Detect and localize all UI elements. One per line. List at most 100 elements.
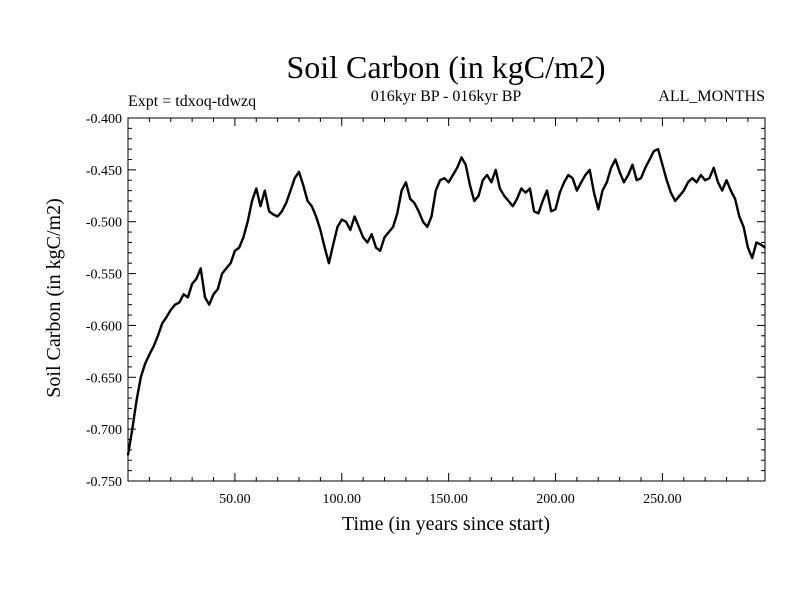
data-point <box>683 189 685 192</box>
data-point <box>362 236 364 239</box>
data-point <box>358 226 360 228</box>
data-point <box>640 177 642 179</box>
data-point <box>281 210 283 213</box>
data-point <box>708 177 711 179</box>
data-point <box>512 205 514 207</box>
data-point <box>567 174 570 176</box>
data-point <box>409 198 412 200</box>
data-point <box>648 158 651 161</box>
data-point <box>268 210 270 213</box>
data-point <box>700 174 702 176</box>
data-point <box>311 205 313 207</box>
data-point <box>285 202 288 204</box>
y-tick-label: -0.550 <box>86 268 122 283</box>
data-point <box>537 212 540 215</box>
data-point <box>293 177 296 179</box>
axes <box>127 117 766 482</box>
data-point <box>315 215 317 218</box>
data-point <box>170 309 172 311</box>
y-tick-label: -0.700 <box>86 423 122 438</box>
data-point <box>319 229 322 231</box>
data-point <box>533 210 535 213</box>
data-point <box>140 376 142 379</box>
data-point <box>392 226 394 228</box>
data-point <box>306 200 309 202</box>
data-point <box>157 335 159 337</box>
data-point <box>742 226 745 228</box>
experiment-label: Expt = tdxoq-tdwzq <box>128 93 256 110</box>
x-tick-label: 200.00 <box>536 492 575 507</box>
months-label: ALL_MONTHS <box>658 88 765 105</box>
data-point <box>721 189 723 192</box>
data-point <box>563 181 565 184</box>
data-point <box>255 187 258 190</box>
data-point <box>251 200 253 202</box>
data-point <box>212 293 215 296</box>
data-point <box>174 303 176 306</box>
data-point <box>644 167 647 169</box>
data-point <box>576 189 578 192</box>
y-tick-label: -0.750 <box>86 475 122 490</box>
period-label: 016kyr BP - 016kyr BP <box>371 88 522 105</box>
data-point <box>435 189 437 192</box>
data-point <box>674 200 676 202</box>
data-point <box>460 156 463 159</box>
data-point <box>195 278 198 280</box>
y-tick-label: -0.500 <box>86 216 122 231</box>
ticks: 50.00 100.00 150.00 200.00 250.00 -0.750 -0.70… <box>86 112 765 507</box>
data-point <box>653 150 655 152</box>
data-point <box>661 163 664 166</box>
data-point <box>559 191 561 194</box>
data-point <box>464 163 467 166</box>
data-point <box>400 189 403 192</box>
data-point <box>712 167 715 169</box>
data-point <box>443 177 446 179</box>
data-point <box>148 353 151 356</box>
data-point <box>405 181 407 184</box>
data-point <box>323 246 326 249</box>
data-point <box>204 296 206 299</box>
data-point <box>541 200 544 202</box>
data-point <box>426 226 429 228</box>
data-point <box>396 212 399 215</box>
x-axis-label: Time (in years since start) <box>342 513 550 535</box>
data-point <box>353 215 356 218</box>
data-point <box>336 226 339 228</box>
data-point <box>430 215 433 218</box>
y-tick-label: -0.650 <box>86 371 122 386</box>
data-point <box>199 267 202 270</box>
data-point <box>345 220 347 223</box>
data-point <box>482 179 484 181</box>
data-point <box>259 205 262 207</box>
data-point <box>217 288 219 290</box>
data-point <box>135 399 138 401</box>
data-point <box>131 428 134 430</box>
data-point <box>208 303 210 306</box>
data-point <box>499 187 501 190</box>
data-point <box>614 158 617 161</box>
data-point <box>665 179 668 181</box>
data-point <box>704 179 706 181</box>
data-point <box>272 213 275 216</box>
data-point <box>764 246 766 249</box>
data-point <box>439 179 441 181</box>
data-point <box>734 198 736 200</box>
data-point <box>610 167 612 169</box>
data-point <box>225 267 228 270</box>
data-point <box>178 301 181 304</box>
data-point <box>627 174 629 176</box>
data-point <box>623 181 625 184</box>
data-point <box>144 363 146 365</box>
data-point <box>383 236 386 239</box>
data-point <box>161 322 163 325</box>
data-point <box>695 181 698 184</box>
data-point <box>730 189 732 192</box>
y-tick-label: -0.450 <box>86 164 122 179</box>
data-point <box>657 148 659 150</box>
data-point <box>152 345 155 348</box>
data-point <box>597 208 600 211</box>
data-point <box>588 169 591 171</box>
data-point <box>328 262 330 265</box>
data-point <box>229 262 232 265</box>
data-point <box>388 231 390 233</box>
